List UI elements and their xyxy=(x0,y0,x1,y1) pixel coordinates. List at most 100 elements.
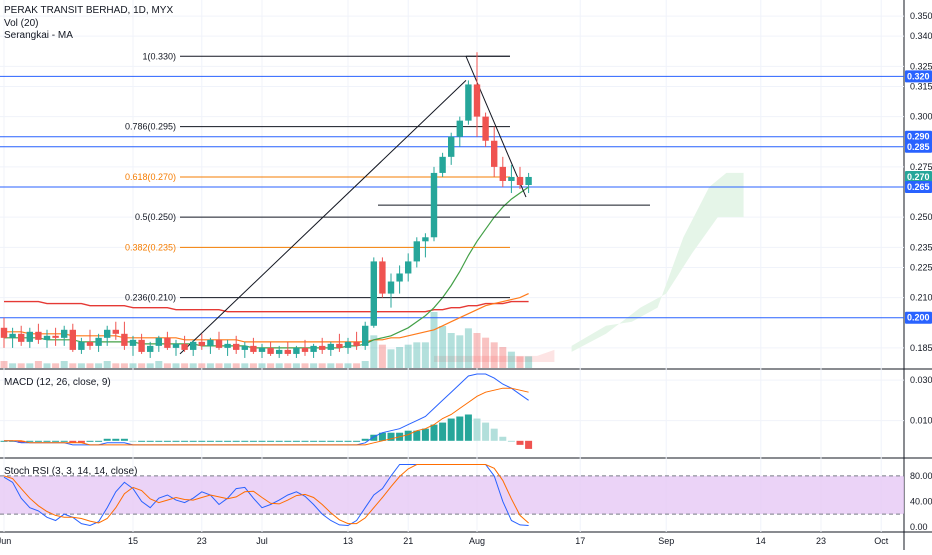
fib-level-label: 0.618(0.270) xyxy=(125,172,176,182)
volume-bar xyxy=(447,333,455,368)
macd-histogram-bar xyxy=(275,440,283,442)
volume-bar xyxy=(189,363,197,368)
volume-bar xyxy=(267,363,275,368)
macd-tick-label: 0.030 xyxy=(910,375,932,385)
macd-histogram-bar xyxy=(0,440,8,442)
candle-body xyxy=(215,339,223,348)
volume-bar xyxy=(69,363,77,368)
volume-bar xyxy=(335,363,343,368)
time-tick-label: Jun xyxy=(0,536,11,546)
macd-histogram-bar xyxy=(464,414,472,441)
price-tick-label: 0.185 xyxy=(910,343,932,353)
macd-histogram-bar xyxy=(301,440,309,442)
price-badge xyxy=(905,130,932,143)
macd-histogram-bar xyxy=(292,440,300,442)
candle-body xyxy=(121,333,128,346)
candle-body xyxy=(250,345,257,352)
candle-body xyxy=(207,339,214,346)
macd-histogram-bar xyxy=(215,440,223,442)
price-badge xyxy=(905,170,932,183)
price-tick-label: 0.325 xyxy=(910,61,932,71)
candle-body xyxy=(387,281,395,294)
volume-bar xyxy=(499,347,507,368)
time-tick-label: 14 xyxy=(756,536,766,546)
macd-histogram-bar xyxy=(353,440,361,442)
candle-body xyxy=(319,345,326,350)
macd-histogram-bar xyxy=(439,422,447,441)
trend-line xyxy=(179,80,467,355)
volume-bar xyxy=(258,363,266,368)
macd-histogram-bar xyxy=(129,440,137,442)
candle-body xyxy=(155,337,162,346)
candle-body xyxy=(61,329,68,338)
macd-histogram-bar xyxy=(26,440,34,442)
legend-stoch: Stoch RSI (3, 3, 14, 14, close) xyxy=(4,466,138,477)
volume-bar xyxy=(353,363,361,368)
candle-body xyxy=(516,176,524,185)
volume-bar xyxy=(60,361,68,368)
volume-bar xyxy=(327,363,335,368)
volume-bar xyxy=(26,363,34,368)
volume-bar xyxy=(421,342,429,368)
macd-histogram-bar xyxy=(267,440,275,442)
price-tick-label: 0.350 xyxy=(910,11,932,21)
time-tick-label: Jul xyxy=(256,536,268,546)
candle-body xyxy=(353,341,360,346)
volume-bar xyxy=(112,363,120,368)
macd-histogram-bar xyxy=(361,438,369,441)
price-badge xyxy=(905,311,932,324)
candle-body xyxy=(525,176,532,185)
macd-histogram-bar xyxy=(473,418,481,441)
time-tick-label: 15 xyxy=(128,536,138,546)
candle-body xyxy=(370,261,377,326)
volume-bar xyxy=(181,363,189,368)
volume-bar xyxy=(9,363,17,368)
volume-bar xyxy=(292,363,300,368)
volume-bar xyxy=(146,363,154,368)
candle-body xyxy=(26,331,33,342)
volume-bar xyxy=(52,363,60,368)
candle-body xyxy=(284,349,291,354)
volume-bar xyxy=(95,363,103,368)
candle-body xyxy=(310,345,317,352)
macd-histogram-bar xyxy=(69,440,77,443)
macd-histogram-bar xyxy=(155,440,163,442)
candle-body xyxy=(276,349,283,354)
volume-bar xyxy=(482,337,490,368)
price-badge-label: 0.265 xyxy=(907,182,930,192)
macd-histogram-bar xyxy=(34,440,42,442)
price-badge xyxy=(905,70,932,83)
macd-histogram-bar xyxy=(430,424,438,441)
macd-histogram-bar xyxy=(120,438,128,441)
volume-bar xyxy=(0,361,8,368)
candle-body xyxy=(69,329,76,350)
macd-histogram-bar xyxy=(241,440,249,442)
candle-body xyxy=(473,84,481,117)
macd-signal-line xyxy=(4,387,529,446)
volume-bar xyxy=(301,363,309,368)
macd-histogram-bar xyxy=(370,434,378,441)
time-tick-label: 13 xyxy=(343,536,353,546)
macd-histogram-bar xyxy=(327,440,335,442)
legend-volume: Vol (20) xyxy=(4,18,39,29)
volume-bar xyxy=(120,363,128,368)
volume-bar xyxy=(284,363,292,368)
candle-body xyxy=(224,343,231,348)
volume-bar xyxy=(43,363,51,368)
candle-body xyxy=(241,345,248,350)
candle-body xyxy=(422,237,429,242)
macd-histogram-bar xyxy=(52,440,60,442)
candle-body xyxy=(0,327,8,338)
volume-bar xyxy=(215,363,223,368)
candle-body xyxy=(465,84,472,121)
macd-histogram-bar xyxy=(344,440,352,442)
stoch-band xyxy=(0,475,904,515)
price-tick-label: 0.250 xyxy=(910,212,932,222)
volume-bar xyxy=(86,363,94,368)
ichimoku-cloud xyxy=(571,172,744,352)
candle-body xyxy=(499,166,506,181)
volume-bar xyxy=(77,363,85,368)
candle-body xyxy=(190,341,197,350)
